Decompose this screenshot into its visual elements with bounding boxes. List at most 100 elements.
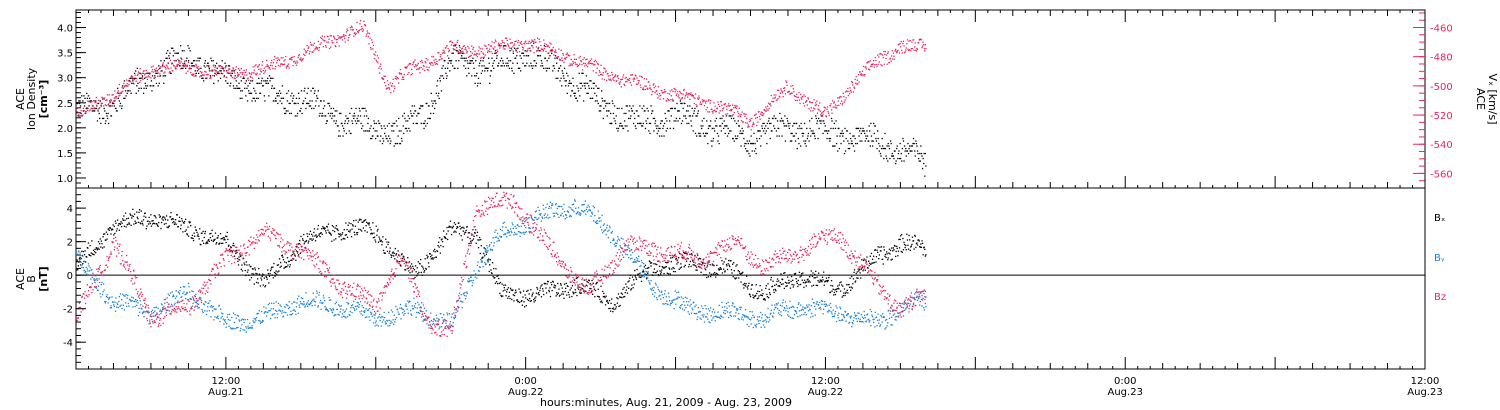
data-point	[243, 77, 245, 79]
data-point	[179, 220, 181, 222]
data-point	[189, 221, 191, 223]
data-point	[279, 65, 281, 67]
data-point	[421, 265, 423, 267]
data-point	[886, 145, 888, 147]
data-point	[204, 62, 206, 64]
data-point	[375, 51, 377, 53]
data-point	[292, 251, 294, 253]
data-point	[821, 276, 824, 278]
data-point	[129, 213, 131, 215]
data-point	[118, 296, 120, 298]
data-point	[548, 52, 550, 54]
data-point	[271, 65, 273, 67]
data-point	[287, 110, 289, 112]
data-point	[696, 115, 698, 117]
data-point	[230, 327, 232, 329]
data-point	[145, 216, 147, 218]
data-point	[902, 140, 905, 142]
data-point	[512, 62, 514, 64]
data-point	[99, 101, 101, 103]
data-point	[232, 242, 235, 245]
data-point	[695, 103, 697, 106]
data-point	[611, 74, 613, 76]
data-point	[323, 228, 326, 230]
data-point	[918, 42, 920, 44]
data-point	[104, 104, 106, 106]
data-point	[580, 289, 582, 291]
data-point	[699, 101, 702, 103]
data-point	[891, 155, 893, 157]
data-point	[597, 295, 599, 297]
data-point	[811, 117, 813, 120]
data-point	[414, 59, 416, 61]
data-point	[581, 85, 584, 87]
data-point	[820, 114, 822, 116]
data-point	[568, 80, 571, 82]
data-point	[247, 77, 249, 79]
data-point	[333, 120, 335, 122]
data-point	[781, 92, 783, 94]
data-point	[722, 263, 724, 265]
data-point	[347, 224, 349, 226]
data-point	[140, 73, 142, 75]
data-point	[627, 78, 629, 80]
data-point	[768, 117, 770, 120]
data-point	[403, 78, 405, 80]
data-point	[689, 260, 692, 263]
data-point	[456, 47, 458, 49]
data-point	[538, 291, 540, 294]
data-point	[866, 256, 868, 258]
data-point	[119, 105, 121, 107]
data-point	[167, 309, 169, 311]
data-point	[637, 274, 639, 276]
density-axis-unit: [cm⁻³]	[37, 80, 50, 119]
data-point	[871, 258, 874, 260]
data-point	[289, 264, 291, 266]
data-point	[454, 230, 456, 232]
data-point	[344, 234, 346, 236]
data-point	[536, 286, 538, 289]
data-point	[574, 279, 576, 281]
data-point	[917, 152, 919, 155]
data-point	[649, 132, 651, 135]
data-point	[748, 126, 750, 128]
data-point	[463, 227, 465, 229]
data-point	[104, 302, 106, 304]
data-point	[737, 120, 739, 122]
data-point	[766, 296, 769, 298]
data-point	[430, 256, 432, 258]
data-point	[789, 122, 791, 125]
data-point	[453, 231, 455, 233]
data-point	[714, 130, 716, 132]
data-point	[489, 82, 491, 84]
data-point	[411, 73, 413, 75]
series-points	[76, 42, 927, 177]
data-point	[586, 58, 588, 60]
data-point	[389, 137, 391, 140]
data-point	[420, 122, 422, 125]
data-point	[850, 142, 852, 145]
data-point	[80, 257, 82, 260]
data-point	[468, 232, 471, 234]
data-point	[325, 115, 327, 117]
data-point	[263, 274, 265, 276]
data-point	[752, 122, 754, 124]
data-point	[158, 314, 160, 316]
data-point	[390, 92, 392, 94]
data-point	[623, 287, 625, 289]
data-point	[832, 145, 834, 147]
data-point	[720, 268, 722, 270]
data-point	[810, 107, 812, 109]
data-point	[81, 115, 83, 117]
data-point	[246, 264, 248, 266]
data-point	[485, 253, 488, 255]
data-point	[661, 120, 663, 122]
data-point	[191, 65, 193, 67]
data-point	[99, 100, 101, 102]
data-point	[802, 96, 804, 98]
data-point	[196, 305, 199, 307]
data-point	[459, 52, 461, 54]
data-point	[500, 44, 503, 47]
data-point	[842, 102, 844, 104]
data-point	[735, 122, 738, 125]
